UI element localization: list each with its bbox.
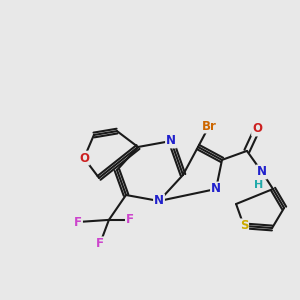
Text: N: N [166,134,176,148]
Text: N: N [154,194,164,208]
Text: Br: Br [202,119,217,133]
Text: F: F [96,237,104,250]
Text: S: S [240,219,248,232]
Text: N: N [211,182,221,196]
Text: O: O [252,122,262,136]
Text: F: F [126,213,134,226]
Text: N: N [257,165,267,178]
Text: F: F [74,215,82,229]
Text: H: H [254,179,263,190]
Text: O: O [79,152,89,165]
